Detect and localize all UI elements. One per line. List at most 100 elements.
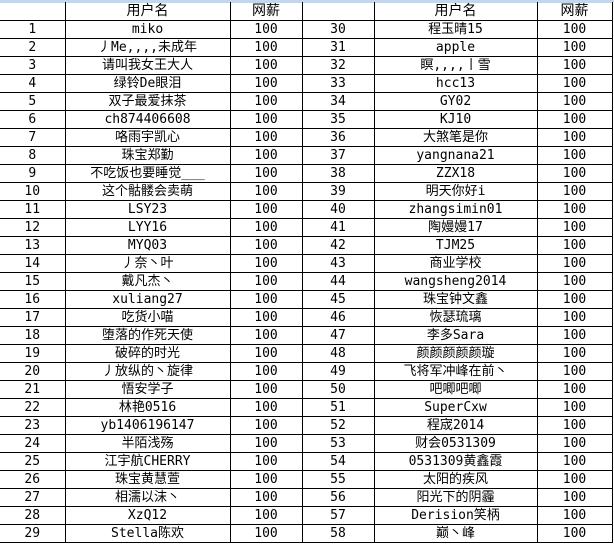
salary-cell[interactable]: 100 bbox=[229, 308, 303, 327]
username-cell[interactable]: 双子最爱抹茶 bbox=[64, 92, 231, 111]
username-cell[interactable]: 相濡以沫丶 bbox=[64, 488, 231, 507]
username-cell[interactable]: 不吃饭也要睡觉___ bbox=[64, 164, 231, 183]
row-number-cell[interactable]: 27 bbox=[0, 488, 66, 507]
salary-cell[interactable]: 100 bbox=[536, 146, 613, 165]
row-number-cell[interactable]: 43 bbox=[301, 254, 375, 273]
header-salary-left[interactable]: 网薪 bbox=[229, 2, 303, 21]
row-number-cell[interactable]: 17 bbox=[0, 308, 66, 327]
salary-cell[interactable]: 100 bbox=[536, 110, 613, 129]
row-number-cell[interactable]: 6 bbox=[0, 110, 66, 129]
salary-cell[interactable]: 100 bbox=[536, 74, 613, 93]
salary-cell[interactable]: 100 bbox=[229, 290, 303, 309]
username-cell[interactable]: Derision笑柄 bbox=[373, 506, 538, 525]
username-cell[interactable]: yb1406196147 bbox=[64, 416, 231, 435]
salary-cell[interactable]: 100 bbox=[229, 326, 303, 345]
username-cell[interactable]: XzQ12 bbox=[64, 506, 231, 525]
salary-cell[interactable]: 100 bbox=[536, 38, 613, 57]
row-number-cell[interactable]: 13 bbox=[0, 236, 66, 255]
username-cell[interactable]: GY02 bbox=[373, 92, 538, 111]
salary-cell[interactable]: 100 bbox=[229, 254, 303, 273]
salary-cell[interactable]: 100 bbox=[536, 272, 613, 291]
username-cell[interactable]: KJ10 bbox=[373, 110, 538, 129]
username-cell[interactable]: apple bbox=[373, 38, 538, 57]
username-cell[interactable]: SuperCxw bbox=[373, 398, 538, 417]
username-cell[interactable]: ZZX18 bbox=[373, 164, 538, 183]
row-number-cell[interactable]: 58 bbox=[301, 524, 375, 543]
salary-cell[interactable]: 100 bbox=[229, 164, 303, 183]
row-number-cell[interactable]: 54 bbox=[301, 452, 375, 471]
row-number-cell[interactable]: 14 bbox=[0, 254, 66, 273]
row-number-cell[interactable]: 55 bbox=[301, 470, 375, 489]
salary-cell[interactable]: 100 bbox=[536, 380, 613, 399]
row-number-cell[interactable]: 24 bbox=[0, 434, 66, 453]
salary-cell[interactable]: 100 bbox=[229, 182, 303, 201]
row-number-cell[interactable]: 48 bbox=[301, 344, 375, 363]
row-number-cell[interactable]: 37 bbox=[301, 146, 375, 165]
username-cell[interactable]: 破碎的时光 bbox=[64, 344, 231, 363]
salary-cell[interactable]: 100 bbox=[536, 218, 613, 237]
username-cell[interactable]: 珠宝钟文鑫 bbox=[373, 290, 538, 309]
salary-cell[interactable]: 100 bbox=[229, 56, 303, 75]
username-cell[interactable]: LSY23 bbox=[64, 200, 231, 219]
username-cell[interactable]: Stella陈欢 bbox=[64, 524, 231, 543]
row-number-cell[interactable]: 49 bbox=[301, 362, 375, 381]
salary-cell[interactable]: 100 bbox=[229, 524, 303, 543]
salary-cell[interactable]: 100 bbox=[229, 398, 303, 417]
username-cell[interactable]: 阳光下的阴霾 bbox=[373, 488, 538, 507]
row-number-cell[interactable]: 21 bbox=[0, 380, 66, 399]
salary-cell[interactable]: 100 bbox=[536, 506, 613, 525]
row-number-cell[interactable]: 35 bbox=[301, 110, 375, 129]
header-index-right[interactable] bbox=[301, 2, 375, 21]
username-cell[interactable]: 半陌浅殇 bbox=[64, 434, 231, 453]
username-cell[interactable]: 恢瑟琉璃 bbox=[373, 308, 538, 327]
row-number-cell[interactable]: 28 bbox=[0, 506, 66, 525]
username-cell[interactable]: 吧唧吧唧 bbox=[373, 380, 538, 399]
username-cell[interactable]: zhangsimin01 bbox=[373, 200, 538, 219]
salary-cell[interactable]: 100 bbox=[536, 470, 613, 489]
username-cell[interactable]: 商业学校 bbox=[373, 254, 538, 273]
salary-cell[interactable]: 100 bbox=[229, 38, 303, 57]
username-cell[interactable]: 陶嫚嫚17 bbox=[373, 218, 538, 237]
row-number-cell[interactable]: 23 bbox=[0, 416, 66, 435]
row-number-cell[interactable]: 31 bbox=[301, 38, 375, 57]
row-number-cell[interactable]: 16 bbox=[0, 290, 66, 309]
salary-cell[interactable]: 100 bbox=[536, 308, 613, 327]
username-cell[interactable]: 咯雨宇凯心 bbox=[64, 128, 231, 147]
username-cell[interactable]: 这个骷髅会卖萌 bbox=[64, 182, 231, 201]
salary-cell[interactable]: 100 bbox=[536, 398, 613, 417]
salary-cell[interactable]: 100 bbox=[536, 182, 613, 201]
username-cell[interactable]: 珠宝黄慧萱 bbox=[64, 470, 231, 489]
row-number-cell[interactable]: 11 bbox=[0, 200, 66, 219]
username-cell[interactable]: 丿Me,,,,未成年 bbox=[64, 38, 231, 57]
row-number-cell[interactable]: 25 bbox=[0, 452, 66, 471]
salary-cell[interactable]: 100 bbox=[536, 416, 613, 435]
salary-cell[interactable]: 100 bbox=[536, 254, 613, 273]
salary-cell[interactable]: 100 bbox=[229, 236, 303, 255]
username-cell[interactable]: 戴凡杰丶 bbox=[64, 272, 231, 291]
row-number-cell[interactable]: 33 bbox=[301, 74, 375, 93]
row-number-cell[interactable]: 51 bbox=[301, 398, 375, 417]
row-number-cell[interactable]: 4 bbox=[0, 74, 66, 93]
row-number-cell[interactable]: 53 bbox=[301, 434, 375, 453]
username-cell[interactable]: MYQ03 bbox=[64, 236, 231, 255]
salary-cell[interactable]: 100 bbox=[229, 470, 303, 489]
row-number-cell[interactable]: 18 bbox=[0, 326, 66, 345]
salary-cell[interactable]: 100 bbox=[229, 128, 303, 147]
row-number-cell[interactable]: 2 bbox=[0, 38, 66, 57]
salary-cell[interactable]: 100 bbox=[536, 128, 613, 147]
row-number-cell[interactable]: 12 bbox=[0, 218, 66, 237]
username-cell[interactable]: 丿放纵的丶旋律 bbox=[64, 362, 231, 381]
salary-cell[interactable]: 100 bbox=[536, 290, 613, 309]
salary-cell[interactable]: 100 bbox=[536, 200, 613, 219]
row-number-cell[interactable]: 29 bbox=[0, 524, 66, 543]
username-cell[interactable]: 林艳0516 bbox=[64, 398, 231, 417]
username-cell[interactable]: 0531309黄鑫霞 bbox=[373, 452, 538, 471]
row-number-cell[interactable]: 50 bbox=[301, 380, 375, 399]
salary-cell[interactable]: 100 bbox=[536, 20, 613, 39]
row-number-cell[interactable]: 22 bbox=[0, 398, 66, 417]
salary-cell[interactable]: 100 bbox=[229, 452, 303, 471]
row-number-cell[interactable]: 38 bbox=[301, 164, 375, 183]
username-cell[interactable]: ch874406608 bbox=[64, 110, 231, 129]
row-number-cell[interactable]: 32 bbox=[301, 56, 375, 75]
salary-cell[interactable]: 100 bbox=[536, 362, 613, 381]
